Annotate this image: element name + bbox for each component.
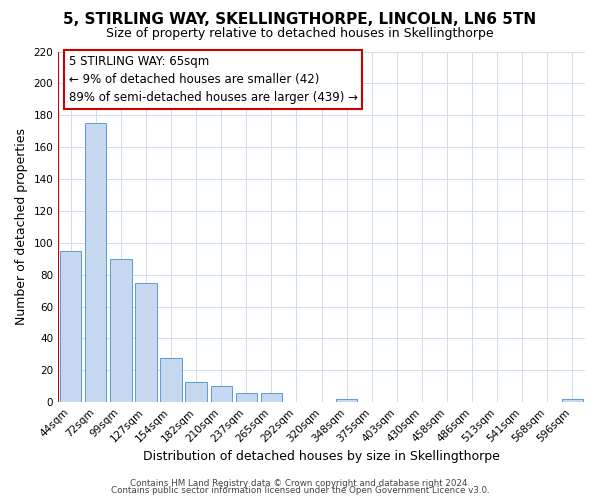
- Bar: [110, 258, 131, 402]
- Bar: [185, 382, 207, 402]
- Bar: [136, 282, 157, 402]
- Text: Contains HM Land Registry data © Crown copyright and database right 2024.: Contains HM Land Registry data © Crown c…: [130, 478, 470, 488]
- Bar: [85, 123, 106, 402]
- Bar: [336, 399, 358, 402]
- Text: Size of property relative to detached houses in Skellingthorpe: Size of property relative to detached ho…: [106, 28, 494, 40]
- Text: Contains public sector information licensed under the Open Government Licence v3: Contains public sector information licen…: [110, 486, 490, 495]
- Bar: [562, 399, 583, 402]
- Bar: [261, 392, 282, 402]
- Bar: [211, 386, 232, 402]
- Bar: [160, 358, 182, 402]
- Y-axis label: Number of detached properties: Number of detached properties: [15, 128, 28, 326]
- X-axis label: Distribution of detached houses by size in Skellingthorpe: Distribution of detached houses by size …: [143, 450, 500, 462]
- Text: 5 STIRLING WAY: 65sqm
← 9% of detached houses are smaller (42)
89% of semi-detac: 5 STIRLING WAY: 65sqm ← 9% of detached h…: [69, 55, 358, 104]
- Bar: [60, 251, 82, 402]
- Text: 5, STIRLING WAY, SKELLINGTHORPE, LINCOLN, LN6 5TN: 5, STIRLING WAY, SKELLINGTHORPE, LINCOLN…: [64, 12, 536, 28]
- Bar: [236, 392, 257, 402]
